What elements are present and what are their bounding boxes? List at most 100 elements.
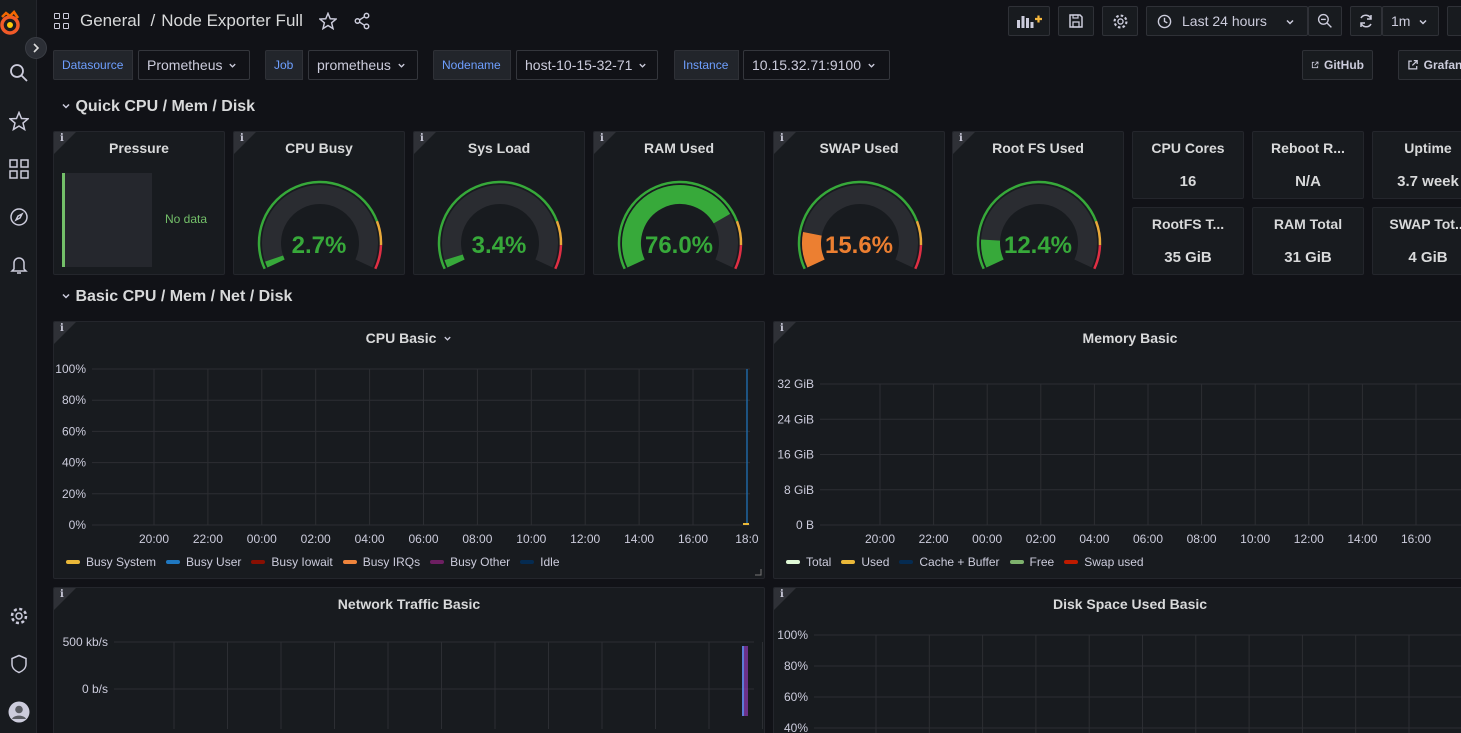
view-mode-button[interactable] <box>1447 6 1461 36</box>
no-data-text: No data <box>165 212 208 226</box>
panel-sys-load[interactable]: i Sys Load 3.4% <box>413 131 585 275</box>
panel-network-traffic-basic[interactable]: i Network Traffic Basic 500 kb/s 0 b/s <box>53 587 765 733</box>
time-range-picker[interactable]: Last 24 hours <box>1146 6 1308 36</box>
x-tick-label: 18:0 <box>735 532 759 546</box>
ram-used-gauge <box>617 180 743 270</box>
row-quick-cpu-mem-disk[interactable]: Quick CPU / Mem / Disk <box>61 98 255 116</box>
github-link-button[interactable]: GitHub <box>1302 50 1373 80</box>
variable-value: host-10-15-32-71 <box>525 57 633 73</box>
variable-select-datasource[interactable]: Prometheus <box>138 50 250 80</box>
legend-item[interactable]: Cache + Buffer <box>899 555 1000 569</box>
grafana-logo-icon[interactable] <box>0 8 30 38</box>
legend-item[interactable]: Total <box>786 555 831 569</box>
legend-item[interactable]: Free <box>1009 555 1054 569</box>
legend-item[interactable]: Busy Iowait <box>251 555 333 569</box>
resize-handle-icon[interactable] <box>754 568 762 576</box>
y-tick-label: 0 b/s <box>82 682 108 696</box>
info-icon[interactable]: i <box>60 133 64 144</box>
disk-space-chart[interactable]: 100% 80% 60% 40% <box>774 588 1461 733</box>
shield-icon[interactable] <box>0 649 37 679</box>
legend-item[interactable]: Swap used <box>1064 555 1144 569</box>
panel-title: Sys Load <box>467 140 531 156</box>
gauge-value: 15.6% <box>824 232 894 259</box>
cpu-busy-gauge <box>257 180 383 270</box>
variable-label-nodename: Nodename <box>433 50 511 80</box>
zoom-out-button[interactable] <box>1308 6 1342 36</box>
panel-memory-basic[interactable]: i Memory Basic 32 GiB 24 GiB 16 GiB 8 GiB 0 … <box>773 321 1461 579</box>
panel-cpu-busy[interactable]: i CPU Busy 2.7% <box>233 131 405 275</box>
legend-item[interactable]: Busy System <box>66 555 156 569</box>
panel-rootfs-total[interactable]: RootFS T... 35 GiB <box>1132 207 1244 275</box>
info-icon[interactable]: i <box>60 323 64 334</box>
panel-title: Disk Space Used Basic <box>1052 596 1208 612</box>
memory-basic-chart[interactable]: 32 GiB 24 GiB 16 GiB 8 GiB 0 B 20:00 22:00 00:0… <box>774 322 1461 552</box>
info-icon[interactable]: i <box>600 133 604 144</box>
panel-swap-used[interactable]: i SWAP Used 15.6% <box>773 131 945 275</box>
y-tick-label: 100% <box>55 362 86 376</box>
star-icon[interactable] <box>318 12 337 30</box>
legend-label: Cache + Buffer <box>919 555 1000 569</box>
info-icon[interactable]: i <box>780 323 784 334</box>
gauge-value-arc <box>444 254 465 268</box>
row-basic-cpu-mem-net-disk[interactable]: Basic CPU / Mem / Net / Disk <box>61 288 292 306</box>
refresh-button[interactable] <box>1350 6 1382 36</box>
chevron-down-icon <box>639 63 647 68</box>
variable-select-instance[interactable]: 10.15.32.71:9100 <box>743 50 890 80</box>
info-icon[interactable]: i <box>780 133 784 144</box>
dashboard-settings-button[interactable] <box>1102 6 1138 36</box>
info-icon[interactable]: i <box>780 589 784 600</box>
panel-title: CPU Cores <box>1151 140 1225 156</box>
legend-item[interactable]: Busy User <box>166 555 241 569</box>
panel-uptime[interactable]: Uptime 3.7 week <box>1372 131 1461 199</box>
legend-item[interactable]: Busy IRQs <box>342 555 420 569</box>
dock-menu-button[interactable] <box>25 37 47 59</box>
gauge-value: 76.0% <box>644 232 714 259</box>
info-icon[interactable]: i <box>959 133 963 144</box>
zoom-out-icon <box>1317 13 1332 28</box>
panel-cpu-basic[interactable]: i CPU Basic 100% 80% 60% 40% 20% 0% 20:00 22:00… <box>53 321 765 579</box>
grafana-link-button[interactable]: Grafana <box>1398 50 1461 80</box>
avatar[interactable] <box>0 697 37 727</box>
search-icon[interactable] <box>0 58 37 88</box>
panel-pressure[interactable]: i Pressure No data <box>53 131 225 275</box>
page-title[interactable]: Node Exporter Full <box>161 11 303 30</box>
gauge-threshold-orange <box>375 220 383 246</box>
star-icon[interactable] <box>0 106 37 136</box>
refresh-interval-picker[interactable]: 1m <box>1382 6 1439 36</box>
external-link-icon <box>1311 61 1319 69</box>
dashboard-grid-icon <box>54 13 70 29</box>
save-dashboard-button[interactable] <box>1058 6 1094 36</box>
info-icon[interactable]: i <box>420 133 424 144</box>
info-icon[interactable]: i <box>240 133 244 144</box>
legend-item[interactable]: Used <box>841 555 889 569</box>
share-icon[interactable] <box>353 12 371 30</box>
gauge-value: 3.4% <box>471 232 527 259</box>
panel-disk-space-used-basic[interactable]: i Disk Space Used Basic 100% 80% 60% 40% <box>773 587 1461 733</box>
legend-item[interactable]: Busy Other <box>430 555 510 569</box>
panel-ram-total[interactable]: RAM Total 31 GiB <box>1252 207 1364 275</box>
info-icon[interactable]: i <box>60 589 64 600</box>
panel-title[interactable]: CPU Basic <box>54 330 764 346</box>
legend-color-swatch <box>1064 560 1079 564</box>
panel-reboot-required[interactable]: Reboot R... N/A <box>1252 131 1364 199</box>
panel-cpu-cores[interactable]: CPU Cores 16 <box>1132 131 1244 199</box>
panel-ram-used[interactable]: i RAM Used 76.0% <box>593 131 765 275</box>
y-tick-label: 16 GiB <box>777 448 814 462</box>
network-traffic-chart[interactable]: 500 kb/s 0 b/s <box>54 588 765 733</box>
clock-icon <box>1157 14 1172 28</box>
variable-select-nodename[interactable]: host-10-15-32-71 <box>516 50 658 80</box>
variable-label-instance: Instance <box>674 50 739 80</box>
x-tick-label: 08:00 <box>1187 532 1217 546</box>
dashboards-icon[interactable] <box>0 154 37 184</box>
panel-swap-total[interactable]: SWAP Tot... 4 GiB <box>1372 207 1461 275</box>
cpu-basic-chart[interactable]: 100% 80% 60% 40% 20% 0% 20:00 22:00 00:00 02:00 04… <box>54 322 765 552</box>
breadcrumb-folder[interactable]: General <box>80 11 141 30</box>
legend-item[interactable]: Idle <box>520 555 560 569</box>
gear-icon[interactable] <box>0 601 37 631</box>
compass-icon[interactable] <box>0 202 37 232</box>
add-panel-button[interactable] <box>1008 6 1050 36</box>
gauge-threshold-red <box>734 245 743 270</box>
bell-icon[interactable] <box>0 250 37 280</box>
variable-select-job[interactable]: prometheus <box>308 50 418 80</box>
panel-root-fs-used[interactable]: i Root FS Used 12.4% <box>952 131 1124 275</box>
